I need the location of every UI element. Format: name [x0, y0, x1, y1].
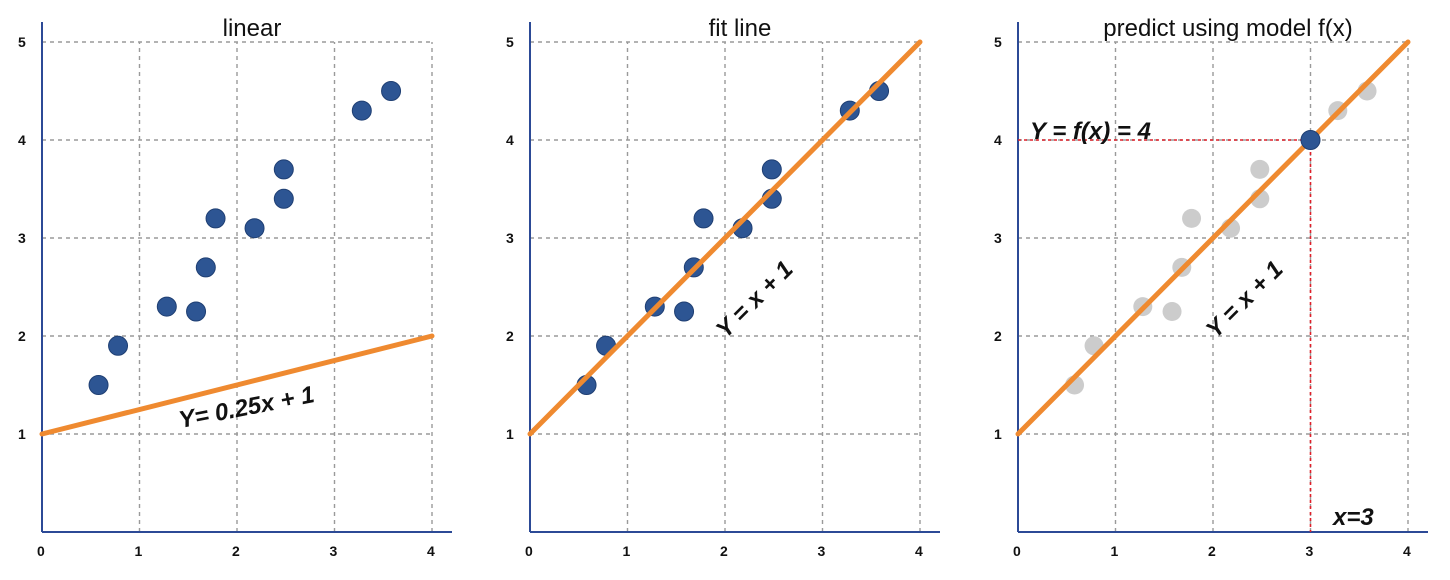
x-tick-label: 3: [1306, 543, 1314, 559]
y-tick-label: 4: [506, 132, 514, 148]
regression-line: [39, 333, 435, 437]
data-point: [244, 218, 265, 239]
x-tick-label: 3: [818, 543, 826, 559]
chart-panel-1: 0 1 2 3 4 1 2 3 4 5 linear Y= 0.25x + 1: [18, 15, 452, 559]
regression-line: [527, 39, 923, 437]
y-tick-label: 5: [18, 34, 26, 50]
y-tick-label: 4: [994, 132, 1002, 148]
chart-panel-2: 0 1 2 3 4 1 2 3 4 5 fit line Y = x + 1: [506, 15, 940, 559]
chart-panel-3: 0 1 2 3 4 1 2 3 4 5 predict using model f(x) Y = f(…: [994, 15, 1428, 559]
x-tick-label: 1: [135, 543, 143, 559]
x-tick-label: 4: [915, 543, 923, 559]
y-tick-label: 2: [18, 328, 26, 344]
data-point: [693, 208, 714, 229]
y-tick-label: 2: [506, 328, 514, 344]
prediction-x-label: x=3: [1331, 504, 1374, 531]
y-tick-label: 1: [506, 426, 514, 442]
data-point: [381, 81, 402, 101]
y-tick-label: 2: [994, 328, 1002, 344]
data-point: [195, 257, 216, 278]
data-point: [1250, 159, 1270, 179]
panels: 0 1 2 3 4 1 2 3 4 5 linear Y= 0.25x + 1 0 1 2 3 4 1 2 3 4 5 fi…: [18, 15, 1428, 559]
prediction-point: [1300, 130, 1321, 150]
equation-label: Y = x + 1: [1201, 256, 1289, 344]
data-point: [1182, 208, 1202, 228]
x-tick-label: 4: [1403, 543, 1411, 559]
prediction-y-label: Y = f(x) = 4: [1030, 118, 1151, 145]
equation-label: Y= 0.25x + 1: [177, 381, 317, 434]
chart-title: fit line: [709, 15, 772, 42]
y-tick-label: 1: [18, 426, 26, 442]
data-point: [273, 188, 294, 209]
data-point: [674, 301, 695, 322]
y-tick-label: 1: [994, 426, 1002, 442]
data-point: [186, 301, 207, 322]
x-tick-label: 0: [1013, 543, 1021, 559]
equation-label: Y = x + 1: [711, 256, 799, 344]
data-point: [1162, 302, 1182, 321]
x-tick-label: 2: [232, 543, 240, 559]
data-point: [761, 159, 782, 180]
x-tick-label: 0: [525, 543, 533, 559]
y-tick-label: 4: [18, 132, 26, 148]
data-point: [273, 159, 294, 180]
y-tick-label: 3: [994, 230, 1002, 246]
x-tick-label: 0: [37, 543, 45, 559]
regression-line: [1015, 39, 1411, 437]
x-tick-label: 2: [1208, 543, 1216, 559]
data-point: [88, 375, 109, 395]
x-tick-label: 2: [720, 543, 728, 559]
chart-title: linear: [223, 15, 282, 42]
data-point: [351, 100, 372, 121]
y-tick-label: 5: [506, 34, 514, 50]
data-point: [205, 208, 226, 229]
y-tick-label: 3: [506, 230, 514, 246]
y-tick-label: 5: [994, 34, 1002, 50]
data-point: [156, 296, 177, 317]
chart-title: predict using model f(x): [1103, 15, 1352, 42]
x-tick-label: 1: [623, 543, 631, 559]
x-tick-label: 3: [330, 543, 338, 559]
x-tick-label: 1: [1111, 543, 1119, 559]
data-point: [108, 335, 129, 356]
x-tick-label: 4: [427, 543, 435, 559]
y-tick-label: 3: [18, 230, 26, 246]
